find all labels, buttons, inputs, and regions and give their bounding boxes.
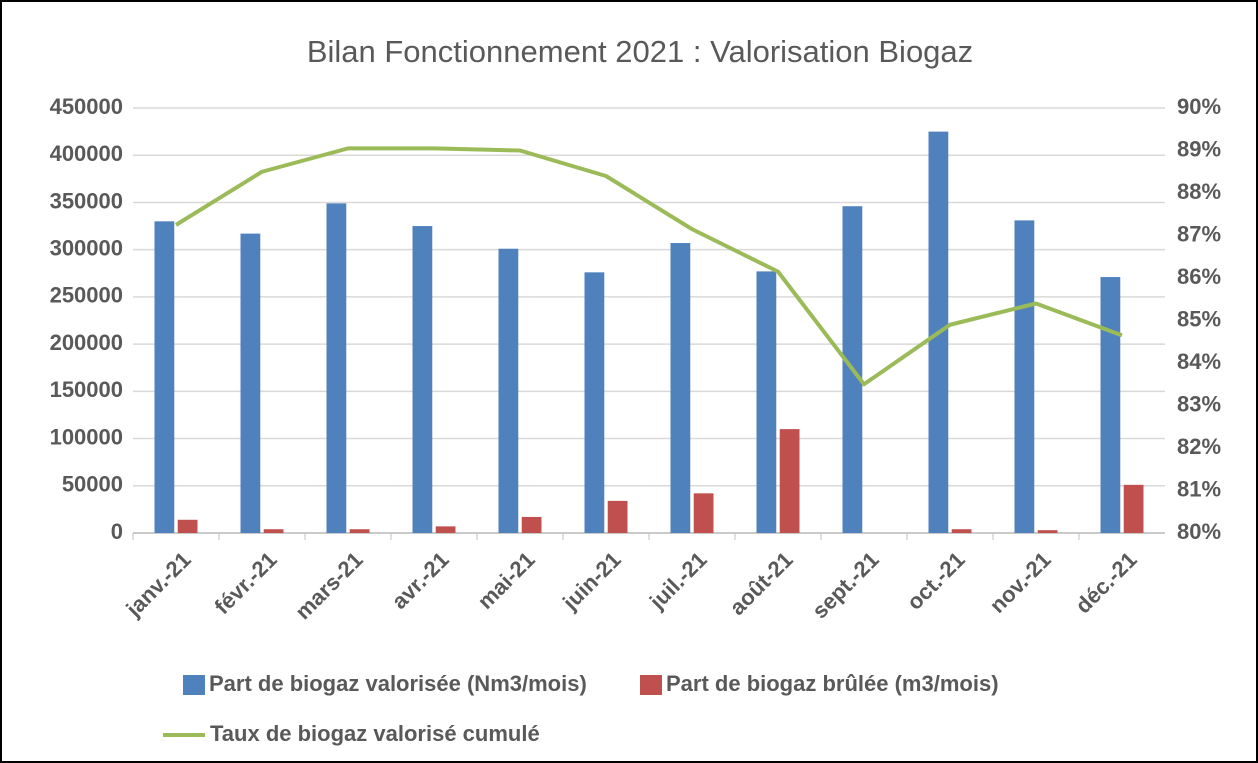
bar: [584, 272, 605, 533]
line: [174, 146, 1123, 387]
y2-tick-label: 86%: [1177, 264, 1221, 289]
bar: [756, 271, 777, 533]
y-tick-label: 300000: [50, 235, 123, 260]
y-tick-label: 150000: [50, 377, 123, 402]
bar: [263, 529, 284, 533]
y-tick-label: 0: [111, 519, 123, 544]
y-tick-label: 350000: [50, 188, 123, 213]
y2-tick-label: 88%: [1177, 179, 1221, 204]
y-tick-label: 250000: [50, 283, 123, 308]
bar: [1100, 277, 1121, 533]
bar: [412, 226, 433, 534]
bar: [326, 203, 347, 533]
bar: [1123, 484, 1144, 533]
legend-label: Part de biogaz brûlée (m3/mois): [666, 671, 999, 696]
y-tick-label: 50000: [62, 472, 123, 497]
y2-tick-label: 87%: [1177, 221, 1221, 246]
legend-swatch: [183, 675, 205, 695]
y2-tick-label: 82%: [1177, 434, 1221, 459]
bar: [693, 493, 714, 533]
y2-tick-label: 80%: [1177, 519, 1221, 544]
y-tick-label: 100000: [50, 424, 123, 449]
y-tick-label: 200000: [50, 330, 123, 355]
bar: [498, 248, 519, 533]
bar: [1014, 220, 1035, 533]
chart-title: Bilan Fonctionnement 2021 : Valorisation…: [307, 34, 973, 69]
bar: [240, 233, 261, 533]
y2-tick-label: 84%: [1177, 349, 1221, 374]
bar: [607, 500, 628, 533]
bar: [349, 529, 370, 533]
legend-label: Part de biogaz valorisée (Nm3/mois): [209, 671, 587, 696]
legend-swatch: [640, 675, 662, 695]
y-tick-label: 400000: [50, 141, 123, 166]
bar: [154, 221, 175, 534]
y2-tick-label: 81%: [1177, 476, 1221, 501]
bar: [521, 516, 542, 533]
bar: [1037, 530, 1058, 533]
y2-tick-label: 83%: [1177, 391, 1221, 416]
bar: [951, 529, 972, 533]
y2-tick-label: 90%: [1177, 94, 1221, 119]
y-tick-label: 450000: [50, 94, 123, 119]
bar: [435, 526, 456, 533]
bar: [779, 429, 800, 533]
y2-tick-label: 85%: [1177, 306, 1221, 331]
legend-label: Taux de biogaz valorisé cumulé: [210, 721, 540, 746]
bar: [670, 243, 691, 534]
bar: [177, 519, 198, 533]
y2-tick-label: 89%: [1177, 136, 1221, 161]
